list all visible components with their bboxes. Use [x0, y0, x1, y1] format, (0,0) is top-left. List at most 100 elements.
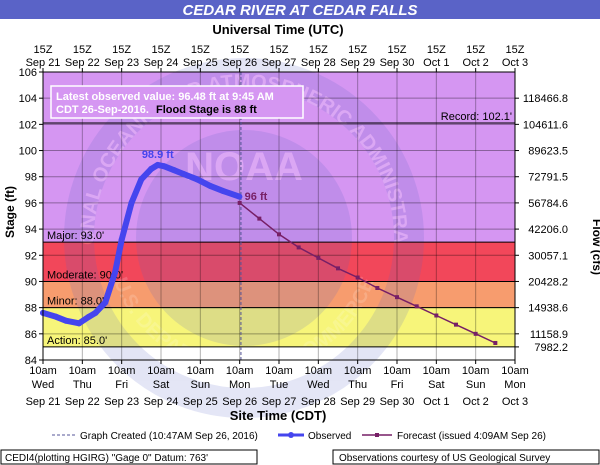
stage-tick-label: 106: [19, 67, 37, 79]
site-time-axis-title: Site Time (CDT): [230, 408, 327, 423]
band-action: [43, 346, 515, 360]
forecast-point: [395, 295, 399, 300]
bottom-axis-time-label: 10am: [344, 365, 372, 377]
observed-point: [62, 317, 69, 324]
footer-right-box: [332, 449, 600, 465]
bottom-axis-time-label: 10am: [462, 365, 490, 377]
observed-point: [102, 299, 109, 306]
top-axis-time-label: 15Z: [270, 44, 289, 56]
bottom-axis-day-label: Sat: [153, 379, 170, 391]
latest-value-box: [50, 85, 304, 119]
bottom-axis-date-label: Sep 26: [222, 396, 257, 408]
forecast-point: [296, 245, 301, 250]
bottom-axis-day-label: Fri: [115, 379, 128, 391]
bottom-axis-day-label: Fri: [391, 379, 404, 391]
top-axis-time-label: 15Z: [34, 44, 53, 56]
moderate-label: Moderate: 90.0': [47, 269, 123, 281]
forecast-point: [414, 304, 419, 309]
observed-point: [236, 193, 243, 200]
bottom-axis-date-label: Sep 21: [26, 396, 61, 408]
top-axis-time-label: 15Z: [309, 44, 328, 56]
bottom-axis-day-label: Wed: [32, 379, 54, 391]
observed-point: [161, 163, 168, 170]
forecast-series-line: [239, 202, 496, 344]
top-axis-date-label: Oct 3: [502, 57, 528, 69]
flood-stage-value: Flood Stage is 88 ft: [156, 104, 257, 116]
bottom-axis-date-label: Oct 1: [423, 396, 449, 408]
flow-tick-label: 14938.6: [528, 303, 568, 315]
top-axis-time-label: 15Z: [73, 44, 92, 56]
forecast-start-annotation: 96 ft: [245, 191, 268, 203]
flow-tick-label: 118466.8: [523, 93, 568, 105]
stage-tick-label: 90: [25, 276, 37, 288]
title-bar: [0, 0, 600, 19]
bottom-axis-day-label: Mon: [504, 379, 525, 391]
forecast-point: [454, 322, 458, 327]
flow-tick-label: 20428.2: [528, 276, 568, 288]
footer-credit-text: Observations courtesy of US Geological S…: [339, 453, 550, 464]
legend-created-label: Graph Created (10:47AM Sep 26, 2016): [80, 431, 258, 442]
stage-tick-label: 92: [25, 250, 37, 262]
threshold-labels: Record: 102.1' Major: 93.0' Moderate: 90.0…: [47, 111, 512, 347]
stage-tick-label: 102: [19, 119, 37, 131]
stage-tick-label: 96: [25, 198, 37, 210]
record-label: Record: 102.1': [441, 111, 512, 123]
stage-tick-label: 88: [25, 303, 37, 315]
bottom-axis-date-label: Sep 24: [144, 396, 179, 408]
major-label: Major: 93.0': [47, 230, 104, 242]
observed-point: [220, 188, 227, 195]
grid-lines: [43, 72, 515, 360]
forecast-point: [257, 216, 262, 221]
bottom-axis-day-label: Thu: [348, 379, 367, 391]
legend: Graph Created (10:47AM Sep 26, 2016) Obs…: [52, 431, 546, 442]
flow-tick-label: 42206.0: [528, 224, 568, 236]
bottom-axis-time-label: 10am: [423, 365, 451, 377]
bottom-axis-day-label: Tue: [270, 379, 289, 391]
stage-tick-label: 104: [19, 93, 37, 105]
observed-point: [53, 313, 60, 320]
noaa-seal-outer: [64, 58, 424, 418]
observed-point: [112, 269, 119, 276]
bottom-axis-time-label: 10am: [108, 365, 136, 377]
top-axis-time-label: 15Z: [388, 44, 407, 56]
flow-axis-title: Flow (cfs): [590, 219, 600, 275]
bottom-axis-date-label: Sep 22: [65, 396, 100, 408]
forecast-point: [316, 255, 321, 260]
forecast-point: [375, 286, 380, 290]
flow-tick-label: 30057.1: [528, 250, 568, 262]
forecast-point: [336, 266, 340, 271]
top-axis-date-label: Sep 30: [380, 57, 415, 69]
legend-observed-label: Observed: [308, 431, 351, 442]
flow-tick-label: 11158.9: [530, 329, 568, 341]
bottom-axis-time-label: 10am: [69, 365, 97, 377]
flow-tick-label: 89623.5: [528, 146, 568, 158]
observed-point: [180, 171, 187, 178]
bottom-axis-day-label: Thu: [73, 379, 92, 391]
top-axis-date-label: Sep 25: [183, 57, 218, 69]
top-axis-date-label: Sep 27: [262, 57, 297, 69]
top-axis-time-label: 15Z: [427, 44, 446, 56]
footer-left-box: [0, 449, 258, 465]
chart-title: CEDAR RIVER AT CEDAR FALLS: [182, 2, 417, 19]
observed-point: [92, 309, 99, 316]
top-axis-date-label: Sep 21: [26, 57, 61, 69]
footer-datum-text: CEDI4(plotting HGIRG) "Gage 0" Datum: 76…: [5, 453, 208, 464]
top-axis-time-label: 15Z: [152, 44, 171, 56]
bottom-axis-time-label: 10am: [147, 365, 175, 377]
flow-tick-label: 56784.6: [528, 198, 568, 210]
bottom-axis-day-label: Sun: [466, 379, 486, 391]
observed-point: [118, 236, 125, 243]
bottom-axis-date-label: Sep 28: [301, 396, 336, 408]
bottom-axis-date-label: Sep 30: [380, 396, 415, 408]
top-axis-date-label: Sep 24: [144, 57, 179, 69]
top-axis-time-label: 15Z: [191, 44, 210, 56]
bottom-axis-time-label: 10am: [383, 365, 411, 377]
bottom-axis-time-label: 10am: [226, 365, 254, 377]
bottom-axis-date-label: Sep 29: [340, 396, 375, 408]
latest-date-text: CDT 26-Sep-2016.: [56, 104, 149, 116]
top-axis-date-label: Oct 1: [423, 57, 449, 69]
flow-tick-label: 7982.2: [534, 342, 568, 354]
stage-tick-label: 100: [19, 146, 37, 158]
observed-point: [148, 165, 155, 172]
